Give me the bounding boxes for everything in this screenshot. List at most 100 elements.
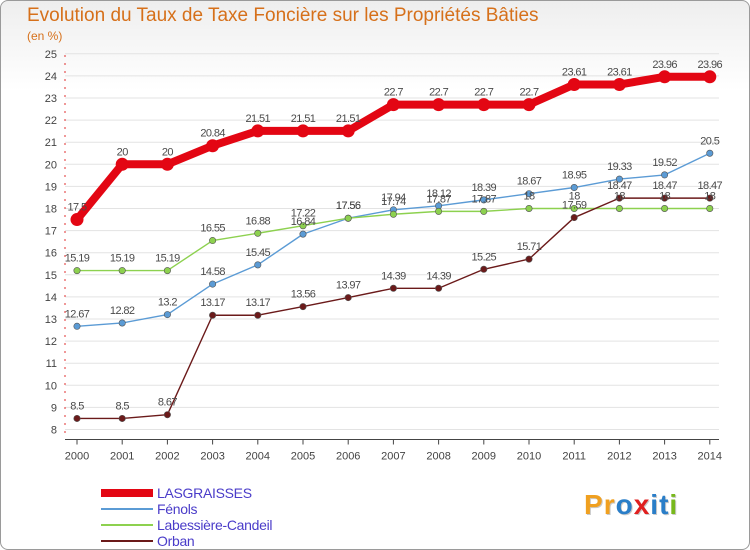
x-tick-label: 2013: [652, 451, 676, 463]
data-label: 16.88: [246, 215, 271, 227]
data-label: 15.19: [110, 253, 135, 265]
data-point: [615, 175, 623, 183]
data-point: [432, 98, 446, 112]
legend-swatch: [101, 540, 153, 542]
data-label: 13.17: [200, 297, 225, 309]
data-label: 17.94: [381, 192, 406, 204]
data-label: 13.17: [246, 297, 271, 309]
data-label: 18: [659, 191, 671, 203]
data-label: 23.61: [607, 67, 632, 79]
data-point: [209, 311, 217, 319]
chart-title: Evolution du Taux de Taxe Foncière sur l…: [27, 5, 539, 26]
x-tick-label: 2012: [607, 451, 631, 463]
data-point: [206, 139, 220, 153]
data-label: 18.67: [517, 176, 542, 188]
data-point: [706, 149, 714, 157]
data-point: [344, 294, 352, 302]
data-point: [115, 157, 129, 171]
data-point: [251, 124, 265, 138]
data-point: [70, 213, 84, 227]
data-point: [389, 284, 397, 292]
data-label: 22.7: [429, 87, 448, 99]
data-label: 20.5: [700, 135, 719, 147]
data-point: [296, 124, 310, 138]
legend-label: LASGRAISSES: [157, 485, 252, 501]
data-label: 13.2: [158, 297, 177, 309]
x-tick-label: 2010: [517, 451, 541, 463]
data-label: 17.87: [472, 193, 497, 205]
data-point: [118, 319, 126, 327]
data-label: 17.87: [426, 193, 451, 205]
data-point: [73, 267, 81, 275]
x-tick-label: 2003: [200, 451, 224, 463]
x-tick-label: 2005: [291, 451, 315, 463]
legend-swatch: [101, 524, 153, 526]
data-label: 17.59: [562, 200, 587, 212]
data-label: 15.71: [517, 241, 542, 253]
data-point: [525, 205, 533, 213]
data-point: [435, 207, 443, 215]
y-tick-label: 21: [45, 137, 57, 149]
x-tick-label: 2004: [246, 451, 270, 463]
y-tick-label: 12: [45, 336, 57, 348]
data-point: [344, 214, 352, 222]
data-point: [160, 157, 174, 171]
y-tick-label: 14: [45, 292, 57, 304]
y-tick-label: 9: [51, 402, 57, 414]
x-tick-label: 2008: [426, 451, 450, 463]
data-label: 22.7: [474, 87, 493, 99]
data-point: [163, 411, 171, 419]
data-label: 21.51: [291, 113, 316, 125]
data-label: 18: [614, 191, 626, 203]
data-label: 18: [523, 191, 535, 203]
data-label: 17.74: [381, 196, 406, 208]
data-label: 19.52: [652, 157, 677, 169]
data-point: [615, 205, 623, 213]
logo-letter: r: [603, 489, 616, 520]
y-tick-label: 20: [45, 159, 57, 171]
data-label: 19.33: [607, 161, 632, 173]
data-labels: 17.5 20 20 20.84 21.51 21.51 21.51 22.7 22.7 22.7…: [65, 59, 723, 413]
data-point: [73, 322, 81, 330]
data-point: [299, 303, 307, 311]
data-point: [254, 261, 262, 269]
data-point: [480, 196, 488, 204]
data-label: 17.5: [67, 202, 86, 214]
data-label: 17.56: [336, 200, 361, 212]
data-label: 22.7: [519, 87, 538, 99]
data-label: 18.95: [562, 170, 587, 182]
data-point: [658, 70, 672, 84]
data-label: 21.51: [246, 113, 271, 125]
y-tick-label: 19: [45, 181, 57, 193]
x-tick-label: 2001: [110, 451, 134, 463]
data-label: 20: [162, 146, 174, 158]
y-tick-label: 8: [51, 425, 57, 437]
data-label: 18.47: [652, 180, 677, 192]
data-point: [118, 267, 126, 275]
y-tick-label: 17: [45, 226, 57, 238]
data-point: [570, 205, 578, 213]
data-label: 14.58: [200, 266, 225, 278]
x-tick-label: 2009: [472, 451, 496, 463]
chart-subtitle: (en %): [27, 29, 63, 43]
data-label: 18.39: [472, 182, 497, 194]
logo-letter: o: [615, 489, 634, 520]
data-point: [163, 267, 171, 275]
y-tick-label: 13: [45, 314, 57, 326]
legend-swatch: [101, 489, 153, 497]
data-point: [254, 229, 262, 237]
data-point: [386, 98, 400, 112]
data-label: 14.39: [426, 270, 451, 282]
data-point: [612, 78, 626, 92]
data-label: 17.22: [291, 208, 316, 220]
x-tick-label: 2000: [65, 451, 89, 463]
data-label: 18: [569, 191, 581, 203]
logo-letter: P: [584, 489, 604, 520]
y-tick-label: 23: [45, 93, 57, 105]
y-tick-label: 22: [45, 115, 57, 127]
data-label: 18.47: [698, 180, 723, 192]
data-label: 23.96: [698, 59, 723, 71]
y-tick-label: 10: [45, 380, 57, 392]
